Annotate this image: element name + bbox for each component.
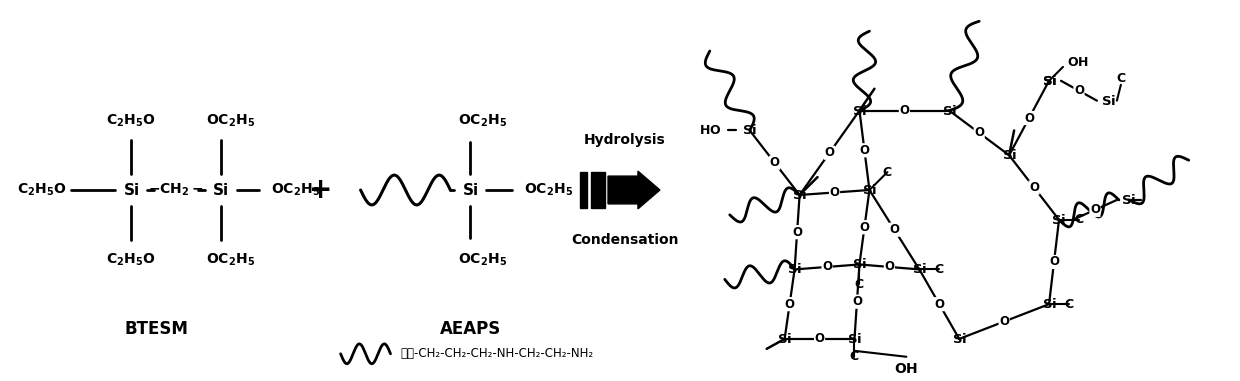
Text: BTESM: BTESM (124, 320, 188, 338)
Text: $\mathbf{C}$: $\mathbf{C}$ (849, 350, 859, 363)
Text: $\mathbf{Si}$: $\mathbf{Si}$ (852, 258, 867, 271)
Text: O: O (884, 261, 894, 274)
Text: $\mathbf{Si}$: $\mathbf{Si}$ (123, 182, 140, 198)
Text: $\mathbf{OC_2H_5}$: $\mathbf{OC_2H_5}$ (458, 112, 507, 129)
Text: O: O (975, 126, 985, 139)
Text: $\mathbf{Si}$: $\mathbf{Si}$ (911, 263, 926, 277)
Text: +: + (309, 176, 332, 204)
Text: $\mathbf{Si}$: $\mathbf{Si}$ (792, 188, 807, 202)
Text: Hydrolysis: Hydrolysis (584, 133, 666, 147)
Text: $\mathbf{Si}$: $\mathbf{Si}$ (1052, 213, 1066, 227)
Text: $\mathbf{C}$: $\mathbf{C}$ (854, 278, 864, 291)
Text: O: O (1029, 181, 1039, 194)
Text: $\mathbf{OC_2H_5}$: $\mathbf{OC_2H_5}$ (523, 182, 573, 198)
Text: $\mathbf{OC_2H_5}$: $\mathbf{OC_2H_5}$ (458, 251, 507, 268)
Text: $\mathbf{Si}$: $\mathbf{Si}$ (941, 104, 957, 118)
Text: $\mathbf{Si}$: $\mathbf{Si}$ (1002, 148, 1017, 162)
Text: O: O (815, 332, 825, 346)
Text: $\mathbf{OC_2H_5}$: $\mathbf{OC_2H_5}$ (272, 182, 320, 198)
Text: $\mathbf{OC_2H_5}$: $\mathbf{OC_2H_5}$ (206, 251, 255, 268)
Text: $\mathbf{Si}$: $\mathbf{Si}$ (212, 182, 229, 198)
Text: $\mathbf{Si}$: $\mathbf{Si}$ (777, 332, 792, 346)
Text: $\mathbf{Si}$: $\mathbf{Si}$ (852, 104, 867, 118)
Text: AEAPS: AEAPS (440, 320, 501, 338)
Text: O: O (1049, 256, 1059, 269)
Text: O: O (1024, 112, 1034, 125)
Text: $\mathbf{C}$: $\mathbf{C}$ (1116, 72, 1126, 85)
Text: O: O (830, 186, 839, 199)
Text: O: O (859, 144, 869, 157)
Text: $\mathbf{C}$: $\mathbf{C}$ (1074, 213, 1084, 226)
FancyArrow shape (608, 171, 660, 209)
Text: $\mathbf{OH}$: $\mathbf{OH}$ (1066, 56, 1089, 69)
Text: $\mathbf{Si}$: $\mathbf{Si}$ (1042, 297, 1056, 311)
Text: O: O (770, 156, 780, 169)
Text: O: O (825, 146, 835, 159)
Text: $\mathbf{Si}$: $\mathbf{Si}$ (862, 183, 877, 197)
Text: $\mathbf{C}$: $\mathbf{C}$ (882, 166, 893, 179)
Text: O: O (792, 226, 802, 239)
Text: $\mathbf{Si}$: $\mathbf{Si}$ (743, 123, 758, 138)
Text: $\mathbf{-CH_2-}$: $\mathbf{-CH_2-}$ (149, 182, 203, 198)
Text: $\mathbf{Si}$: $\mathbf{Si}$ (1042, 74, 1056, 88)
Text: O: O (859, 221, 869, 234)
Text: $\mathbf{Si}$: $\mathbf{Si}$ (952, 332, 967, 346)
Text: $\mathbf{Si}$: $\mathbf{Si}$ (1042, 74, 1056, 88)
Text: $\mathbf{HO}$: $\mathbf{HO}$ (699, 124, 722, 137)
Text: $\mathbf{Si}$: $\mathbf{Si}$ (847, 332, 862, 346)
Bar (580, 172, 587, 208)
Text: O: O (822, 261, 832, 274)
Text: O: O (1074, 84, 1084, 97)
Text: $\mathbf{C}$: $\mathbf{C}$ (934, 263, 945, 276)
Text: $\mathbf{Si}$: $\mathbf{Si}$ (787, 263, 802, 277)
Text: O: O (852, 295, 862, 308)
Text: $\mathbf{Si}$: $\mathbf{Si}$ (1121, 193, 1136, 207)
Text: O: O (999, 315, 1009, 328)
Text: O: O (899, 104, 909, 117)
Text: Condensation: Condensation (572, 233, 678, 247)
Text: $\mathbf{OC_2H_5}$: $\mathbf{OC_2H_5}$ (206, 112, 255, 129)
Text: $\mathbf{Si}$: $\mathbf{Si}$ (463, 182, 479, 198)
Text: $\mathbf{C_2H_5O}$: $\mathbf{C_2H_5O}$ (16, 182, 66, 198)
Text: $\mathbf{OH}$: $\mathbf{OH}$ (894, 362, 919, 376)
Text: $\mathbf{C_2H_5O}$: $\mathbf{C_2H_5O}$ (107, 251, 156, 268)
Text: $\mathbf{Si}$: $\mathbf{Si}$ (1101, 94, 1116, 108)
Text: O: O (785, 298, 795, 311)
Text: O: O (1090, 203, 1100, 216)
Text: 代表-CH₂-CH₂-CH₂-NH-CH₂-CH₂-NH₂: 代表-CH₂-CH₂-CH₂-NH-CH₂-CH₂-NH₂ (401, 347, 594, 360)
Text: O: O (934, 298, 945, 311)
Bar (591, 172, 605, 208)
Text: $\mathbf{C_2H_5O}$: $\mathbf{C_2H_5O}$ (107, 112, 156, 129)
Text: $\mathbf{C}$: $\mathbf{C}$ (1064, 298, 1074, 311)
Text: O: O (889, 223, 899, 236)
